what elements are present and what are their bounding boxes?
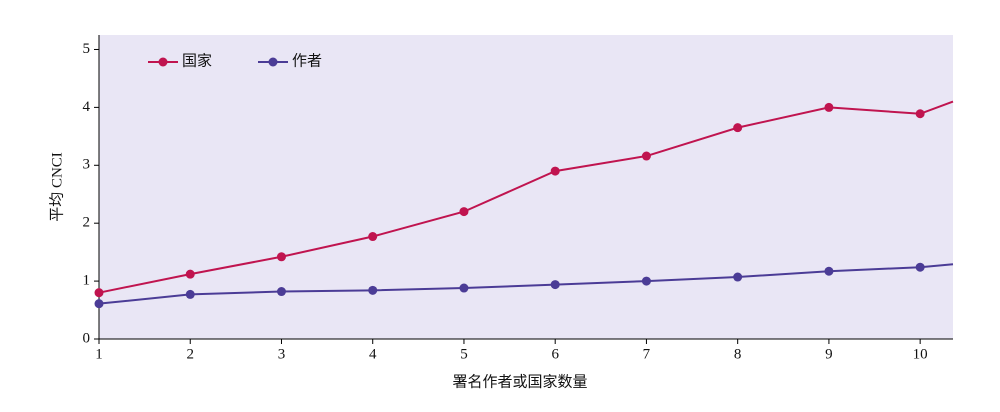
point bbox=[733, 123, 743, 133]
point bbox=[276, 252, 286, 262]
x-tick-label: 8 bbox=[734, 346, 742, 362]
x-tick-label: 4 bbox=[369, 346, 377, 362]
point bbox=[915, 262, 925, 272]
x-tick-label: 2 bbox=[186, 346, 194, 362]
legend-label: 国家 bbox=[182, 52, 212, 69]
point bbox=[641, 151, 651, 161]
x-tick-label: 3 bbox=[278, 346, 286, 362]
legend-marker bbox=[158, 57, 168, 67]
x-tick-label: 9 bbox=[825, 346, 833, 362]
point bbox=[641, 276, 651, 286]
point bbox=[550, 166, 560, 176]
legend-label: 作者 bbox=[292, 52, 322, 69]
point bbox=[368, 232, 378, 242]
x-tick-label: 7 bbox=[643, 346, 651, 362]
x-tick-label: 5 bbox=[460, 346, 468, 362]
x-tick-label: 1 bbox=[95, 346, 103, 362]
point bbox=[824, 102, 834, 112]
y-axis-label: 平均 CNCI bbox=[48, 152, 65, 222]
point bbox=[368, 285, 378, 295]
point bbox=[276, 287, 286, 297]
y-tick-label: 4 bbox=[83, 99, 91, 115]
point bbox=[94, 288, 104, 298]
point bbox=[915, 109, 925, 119]
point bbox=[733, 272, 743, 282]
point bbox=[459, 283, 469, 293]
point bbox=[185, 269, 195, 279]
plot-area bbox=[99, 35, 953, 339]
y-tick-label: 2 bbox=[83, 215, 91, 231]
point bbox=[459, 207, 469, 217]
point bbox=[94, 299, 104, 309]
point bbox=[550, 280, 560, 290]
y-tick-label: 0 bbox=[83, 330, 91, 346]
y-tick-label: 5 bbox=[83, 41, 91, 57]
y-tick-label: 1 bbox=[83, 273, 91, 289]
x-tick-label: 6 bbox=[551, 346, 559, 362]
y-tick-label: 3 bbox=[83, 157, 91, 173]
x-axis-label: 署名作者或国家数量 bbox=[452, 373, 587, 390]
x-tick-label: 10 bbox=[913, 346, 928, 362]
point bbox=[824, 266, 834, 276]
legend-marker bbox=[268, 57, 278, 67]
point bbox=[185, 289, 195, 299]
